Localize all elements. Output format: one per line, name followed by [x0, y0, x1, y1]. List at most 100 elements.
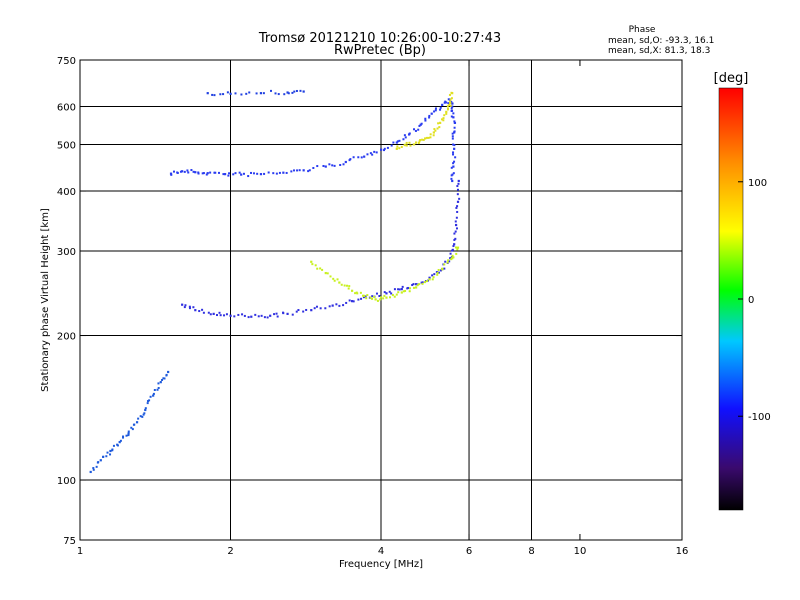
data-point	[144, 408, 147, 412]
data-point	[209, 313, 212, 316]
data-point	[312, 166, 315, 169]
colorbar-tick-label: 0	[748, 295, 754, 306]
data-point	[452, 112, 455, 115]
data-point	[295, 89, 298, 92]
data-point	[226, 91, 229, 94]
data-point	[446, 261, 449, 264]
data-point	[198, 310, 201, 313]
data-point	[282, 171, 285, 174]
data-point	[357, 156, 360, 159]
data-point	[424, 117, 427, 120]
data-point	[328, 163, 331, 166]
data-point	[429, 136, 432, 139]
data-point	[395, 141, 398, 144]
data-point	[319, 307, 322, 310]
data-point	[454, 220, 457, 223]
data-point	[446, 105, 449, 108]
data-point	[161, 378, 164, 381]
data-point	[328, 305, 331, 308]
data-point	[366, 294, 369, 297]
data-point	[291, 91, 294, 94]
data-point	[276, 315, 279, 318]
data-point	[433, 128, 436, 131]
data-point	[326, 272, 329, 275]
data-point	[449, 252, 452, 255]
data-point	[453, 160, 456, 163]
data-point	[433, 110, 436, 113]
data-point	[450, 166, 453, 169]
data-point	[405, 144, 408, 147]
data-point	[454, 223, 458, 227]
data-point	[270, 89, 273, 92]
data-point	[436, 272, 439, 275]
data-point	[188, 305, 191, 308]
data-point	[293, 169, 296, 172]
data-point	[437, 271, 440, 274]
data-point	[224, 173, 227, 176]
data-point	[405, 141, 408, 144]
grid-lines	[80, 60, 682, 540]
data-point	[456, 188, 459, 191]
y-tick-label: 500	[57, 141, 76, 152]
data-point	[419, 139, 422, 142]
data-point	[456, 200, 460, 203]
data-point	[434, 109, 437, 112]
data-point	[172, 170, 175, 173]
data-point	[135, 421, 139, 424]
data-point	[282, 312, 285, 315]
data-point	[238, 171, 241, 174]
data-point	[445, 110, 448, 113]
data-point	[144, 407, 147, 410]
data-point	[378, 295, 381, 298]
data-point	[408, 132, 411, 135]
data-point	[302, 90, 305, 93]
data-point	[449, 102, 452, 105]
data-point	[411, 283, 414, 286]
data-point	[432, 134, 435, 137]
data-point	[379, 298, 382, 301]
phase-info-title: Phase	[629, 25, 656, 35]
data-point	[324, 307, 327, 310]
data-point	[424, 119, 427, 122]
data-point	[297, 309, 300, 312]
data-point	[416, 284, 419, 287]
data-point	[156, 388, 159, 391]
data-point	[361, 294, 364, 297]
data-point	[398, 139, 401, 142]
data-point	[329, 275, 332, 278]
data-point	[252, 172, 255, 175]
data-point	[390, 292, 393, 295]
data-point	[192, 170, 195, 173]
data-point	[207, 311, 210, 314]
data-point	[403, 144, 406, 147]
data-point	[229, 314, 232, 317]
data-point	[424, 137, 427, 140]
data-point	[190, 169, 193, 172]
data-point	[421, 138, 424, 141]
data-point	[333, 279, 336, 282]
data-point	[348, 299, 351, 302]
data-point	[456, 205, 459, 208]
data-point	[212, 312, 215, 315]
data-point	[324, 271, 327, 275]
data-point	[112, 444, 115, 447]
data-point	[420, 281, 423, 284]
data-point	[234, 172, 237, 175]
data-point	[454, 121, 457, 124]
data-point	[420, 122, 423, 125]
data-point	[141, 415, 144, 418]
data-point	[451, 257, 454, 260]
data-point	[382, 297, 385, 300]
data-point	[298, 169, 301, 172]
data-point	[443, 267, 446, 270]
data-point	[434, 107, 437, 110]
data-point	[396, 145, 399, 148]
data-point	[109, 449, 112, 453]
data-point	[336, 278, 339, 281]
data-point	[451, 105, 454, 108]
x-tick-label: 4	[378, 546, 384, 557]
data-point	[362, 296, 365, 299]
data-point	[432, 131, 435, 134]
data-point	[451, 173, 454, 176]
data-point	[398, 288, 401, 291]
